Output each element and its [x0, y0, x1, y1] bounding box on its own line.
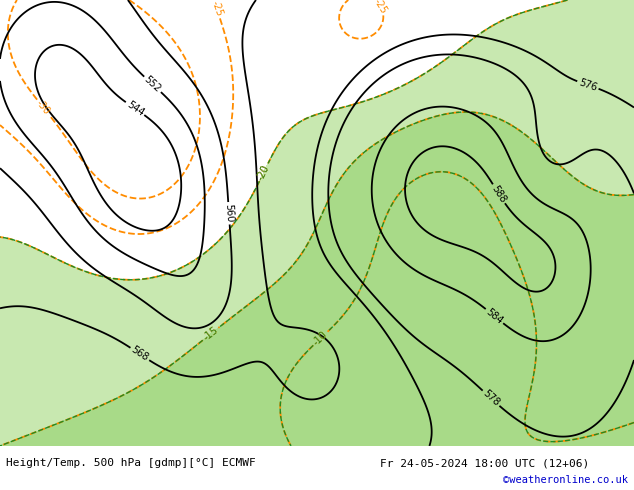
Text: Fr 24-05-2024 18:00 UTC (12+06): Fr 24-05-2024 18:00 UTC (12+06): [380, 458, 590, 468]
Text: -30: -30: [34, 98, 52, 117]
Text: -20: -20: [256, 163, 272, 182]
Text: 584: 584: [484, 306, 505, 326]
Text: -25: -25: [209, 0, 224, 18]
Text: 552: 552: [142, 74, 163, 95]
Text: -25: -25: [372, 0, 389, 15]
Text: -10: -10: [311, 329, 330, 347]
Text: -10: -10: [311, 329, 330, 347]
Text: 576: 576: [578, 77, 598, 93]
Text: -15: -15: [201, 325, 220, 343]
Text: 578: 578: [481, 389, 501, 408]
Text: ©weatheronline.co.uk: ©weatheronline.co.uk: [503, 475, 628, 485]
Text: 544: 544: [125, 99, 146, 118]
Text: -20: -20: [256, 163, 272, 182]
Text: Height/Temp. 500 hPa [gdmp][°C] ECMWF: Height/Temp. 500 hPa [gdmp][°C] ECMWF: [6, 458, 256, 468]
Text: 588: 588: [489, 183, 508, 204]
Text: 560: 560: [223, 204, 235, 223]
Text: -15: -15: [201, 325, 220, 343]
Text: 568: 568: [129, 345, 150, 363]
